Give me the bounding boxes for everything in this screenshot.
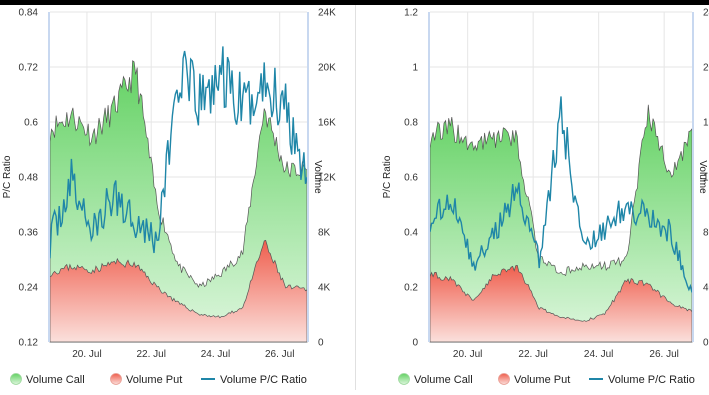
y-tick-label: 0.12 <box>19 338 39 349</box>
x-tick-label: 22. Jul <box>136 349 165 360</box>
legend-ratio-label[interactable]: Volume P/C Ratio <box>608 374 695 386</box>
y-axis-title: P/C Ratio <box>382 155 393 198</box>
y-tick-label: 1 <box>412 63 418 74</box>
x-tick-label: 20. Jul <box>72 349 101 360</box>
y2-tick-label: 16K <box>318 118 336 129</box>
x-tick-label: 26. Jul <box>649 349 678 360</box>
y-tick-label: 0.72 <box>19 63 39 74</box>
legend-call-label[interactable]: Volume Call <box>414 374 473 386</box>
chart-panel-left: 0.12 0.24 0.36 0.48 0.6 0.72 0.84 0 4K 8K 12K 16K 20… <box>0 5 355 390</box>
y-tick-label: 0.4 <box>404 228 418 239</box>
x-tick-label: 26. Jul <box>265 349 294 360</box>
x-tick-label: 24. Jul <box>584 349 613 360</box>
y-tick-label: 0.6 <box>404 173 418 184</box>
y2-tick-label: 40K <box>703 283 709 294</box>
legend-call-label[interactable]: Volume Call <box>26 374 85 386</box>
x-tick-label: 24. Jul <box>201 349 230 360</box>
y2-tick-label: 200K <box>703 63 709 74</box>
y2-tick-label: 20K <box>318 63 336 74</box>
y2-tick-label: 80K <box>703 228 709 239</box>
y2-tick-label: 240K <box>703 8 709 19</box>
y2-tick-label: 0 <box>318 338 324 349</box>
x-tick-label: 22. Jul <box>518 349 547 360</box>
y-tick-label: 0.6 <box>24 118 38 129</box>
y2-tick-label: 24K <box>318 8 336 19</box>
pc-ratio-chart-left: 0.12 0.24 0.36 0.48 0.6 0.72 0.84 0 4K 8K 12K 16K 20… <box>2 8 336 387</box>
y2-tick-label: 160K <box>703 118 709 129</box>
chart-panel-right: 0 0.2 0.4 0.6 0.8 1 1.2 0 40K 80K 120K 160K 200K 240K… <box>355 5 709 390</box>
y-axis-title: P/C Ratio <box>2 155 13 198</box>
legend-ratio-label[interactable]: Volume P/C Ratio <box>220 374 307 386</box>
legend-put-label[interactable]: Volume Put <box>126 374 182 386</box>
legend-call-marker[interactable] <box>398 373 410 385</box>
y-tick-label: 0.84 <box>19 8 39 19</box>
series-pc-ratio-line <box>429 96 693 293</box>
y2-axis-title: Volume <box>312 160 323 194</box>
y-tick-label: 0.36 <box>19 228 39 239</box>
y-tick-label: 0.24 <box>19 283 39 294</box>
y2-tick-label: 8K <box>318 228 331 239</box>
y-tick-label: 0.8 <box>404 118 418 129</box>
y-tick-label: 0.2 <box>404 283 418 294</box>
y-tick-label: 0 <box>412 338 418 349</box>
y2-tick-label: 12K <box>318 173 336 184</box>
series-pc-ratio-line <box>49 46 308 259</box>
y2-axis-title: Volume <box>697 160 708 194</box>
series-volume-put-area <box>49 239 308 343</box>
x-tick-label: 20. Jul <box>453 349 482 360</box>
legend-put-label[interactable]: Volume Put <box>514 374 570 386</box>
legend-put-marker[interactable] <box>110 373 122 385</box>
legend-put-marker[interactable] <box>498 373 510 385</box>
y-tick-label: 1.2 <box>404 8 418 19</box>
top-border <box>0 0 709 5</box>
legend-call-marker[interactable] <box>10 373 22 385</box>
y-tick-label: 0.48 <box>19 173 39 184</box>
y2-tick-label: 0 <box>703 338 709 349</box>
pc-ratio-chart-right: 0 0.2 0.4 0.6 0.8 1 1.2 0 40K 80K 120K 160K 200K 240K… <box>382 8 709 387</box>
y2-tick-label: 120K <box>703 173 709 184</box>
y2-tick-label: 4K <box>318 283 331 294</box>
series-volume-put-area <box>429 265 693 343</box>
